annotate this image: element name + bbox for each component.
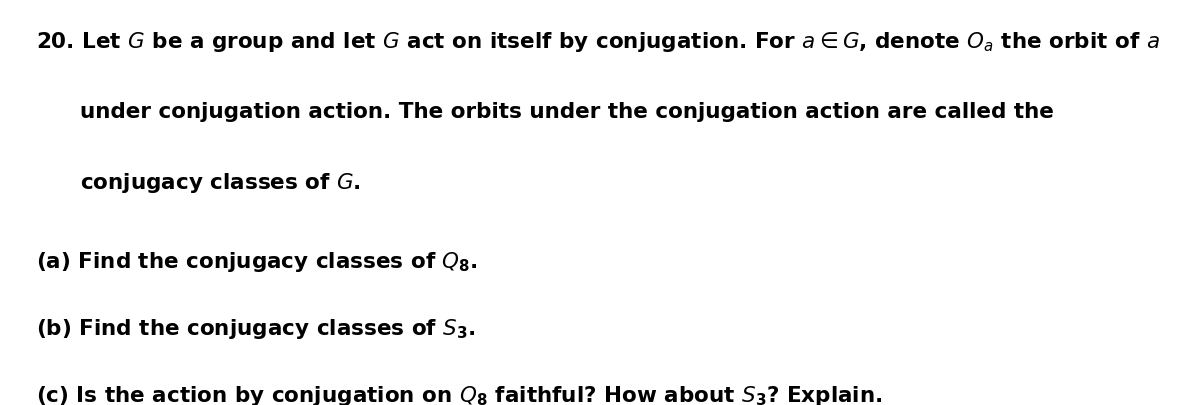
- Text: (a) Find the conjugacy classes of $\mathbf{\mathit{Q}_8}$.: (a) Find the conjugacy classes of $\math…: [36, 249, 478, 273]
- Text: under conjugation action. The orbits under the conjugation action are called the: under conjugation action. The orbits und…: [80, 101, 1055, 121]
- Text: conjugacy classes of $\mathbf{\mathit{G}}$.: conjugacy classes of $\mathbf{\mathit{G}…: [80, 170, 361, 194]
- Text: (c) Is the action by conjugation on $\mathbf{\mathit{Q}_8}$ faithful? How about : (c) Is the action by conjugation on $\ma…: [36, 383, 883, 405]
- Text: 20. Let $\mathbf{\mathit{G}}$ be a group and let $\mathbf{\mathit{G}}$ act on it: 20. Let $\mathbf{\mathit{G}}$ be a group…: [36, 30, 1160, 54]
- Text: (b) Find the conjugacy classes of $\mathbf{\mathit{S}_3}$.: (b) Find the conjugacy classes of $\math…: [36, 316, 475, 340]
